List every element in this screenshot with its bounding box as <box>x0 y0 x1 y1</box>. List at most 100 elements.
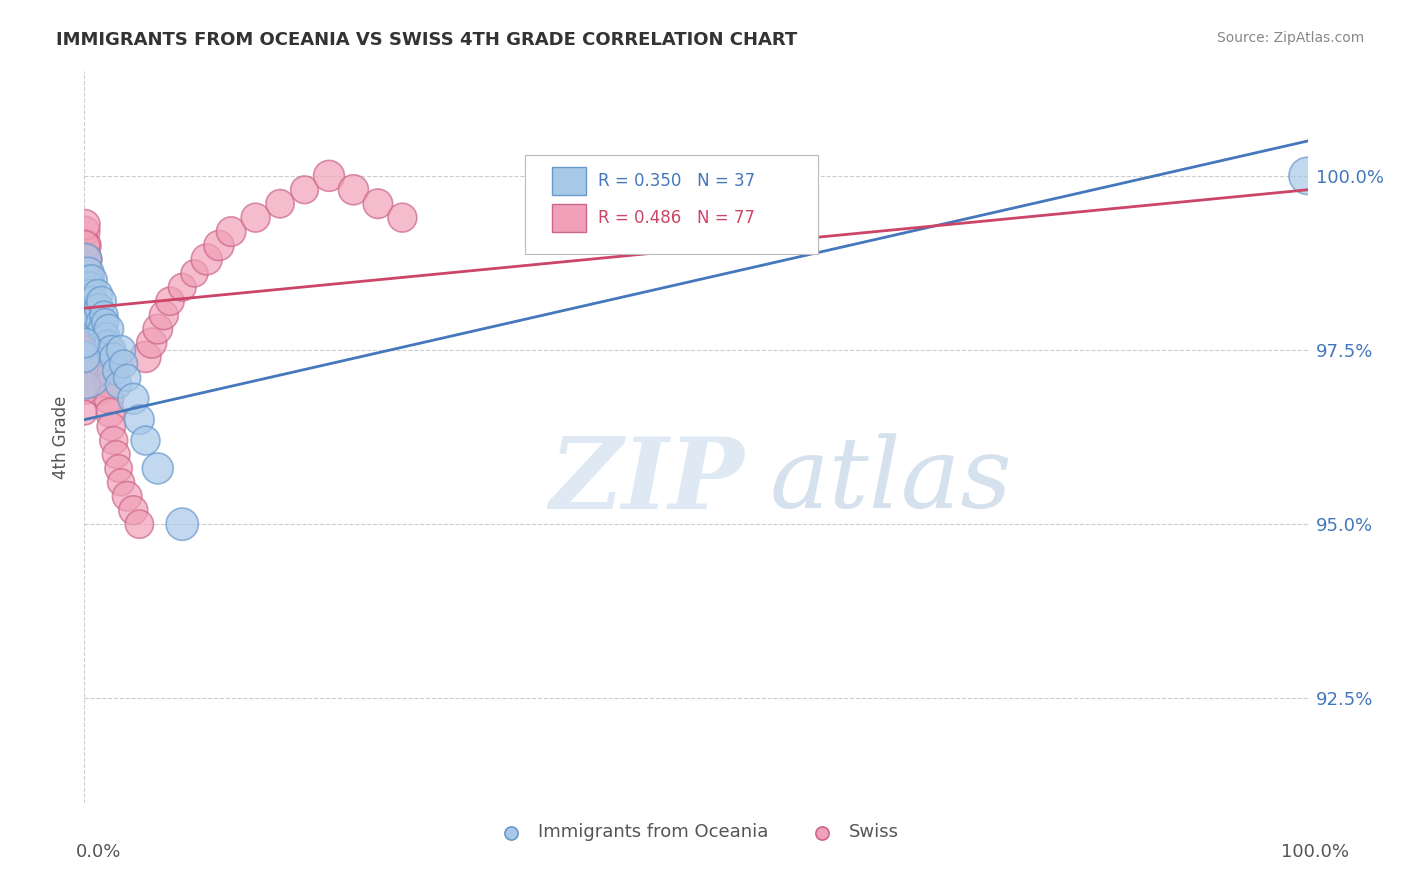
Point <box>73 301 96 316</box>
Point <box>96 371 118 385</box>
Point <box>77 329 100 343</box>
Point <box>153 308 176 322</box>
Point <box>73 273 96 287</box>
Point <box>318 169 340 183</box>
Point <box>76 273 98 287</box>
Point <box>73 364 96 378</box>
Point <box>75 336 97 351</box>
Point <box>141 336 163 351</box>
Point <box>75 294 97 309</box>
Point <box>73 280 96 294</box>
Point <box>73 406 96 420</box>
Point <box>94 364 117 378</box>
Point <box>77 273 100 287</box>
Point <box>82 294 104 309</box>
Point <box>208 238 231 252</box>
Point <box>135 350 157 364</box>
Point <box>87 329 110 343</box>
Point <box>80 287 103 301</box>
Point <box>76 252 98 267</box>
Point <box>146 322 169 336</box>
Point <box>84 315 107 329</box>
Point <box>73 218 96 232</box>
Point <box>82 294 104 309</box>
Point <box>75 252 97 267</box>
Point <box>76 377 98 392</box>
Point <box>77 266 100 280</box>
Legend: Immigrants from Oceania, Swiss: Immigrants from Oceania, Swiss <box>485 816 907 848</box>
Point <box>97 336 120 351</box>
Point <box>79 287 101 301</box>
Point <box>122 503 145 517</box>
Point <box>97 322 120 336</box>
Point <box>73 260 96 274</box>
Point <box>82 350 104 364</box>
Point <box>86 315 108 329</box>
Point <box>747 169 769 183</box>
Text: R = 0.350   N = 37: R = 0.350 N = 37 <box>598 172 755 190</box>
Text: atlas: atlas <box>769 434 1012 529</box>
Point <box>75 294 97 309</box>
Point <box>1296 169 1319 183</box>
Point <box>100 343 122 357</box>
Point <box>94 315 117 329</box>
Text: 0.0%: 0.0% <box>76 843 121 861</box>
Point <box>83 301 105 316</box>
Point <box>86 308 108 322</box>
Point <box>83 357 105 371</box>
Point <box>75 315 97 329</box>
Point <box>103 350 125 364</box>
Point <box>80 273 103 287</box>
Point <box>128 517 150 532</box>
Point <box>96 329 118 343</box>
Point <box>107 461 129 475</box>
Point <box>115 371 138 385</box>
Point <box>73 238 96 252</box>
Point <box>90 343 112 357</box>
Point <box>135 434 157 448</box>
Text: 100.0%: 100.0% <box>1281 843 1348 861</box>
Point <box>87 377 110 392</box>
Bar <box>551 203 586 232</box>
Point <box>87 384 110 399</box>
Point <box>79 336 101 351</box>
Point <box>110 475 132 490</box>
Point <box>269 196 291 211</box>
Point <box>245 211 267 225</box>
Point <box>89 336 111 351</box>
Point <box>100 419 122 434</box>
Point <box>87 301 110 316</box>
Text: R = 0.486   N = 77: R = 0.486 N = 77 <box>598 209 755 227</box>
Point <box>294 183 316 197</box>
Point <box>76 308 98 322</box>
Point <box>112 357 135 371</box>
Point <box>115 489 138 503</box>
Point <box>97 377 120 392</box>
Bar <box>551 167 586 195</box>
Point <box>89 315 111 329</box>
Point <box>128 412 150 426</box>
Point <box>73 336 96 351</box>
FancyBboxPatch shape <box>524 155 818 254</box>
Point <box>122 392 145 406</box>
Point <box>77 322 100 336</box>
Point <box>73 225 96 239</box>
Point <box>342 183 364 197</box>
Point <box>105 364 128 378</box>
Point <box>172 517 194 532</box>
Point <box>391 211 413 225</box>
Point <box>93 357 115 371</box>
Point <box>84 364 107 378</box>
Point <box>86 371 108 385</box>
Point <box>73 350 96 364</box>
Point <box>105 448 128 462</box>
Point <box>73 322 96 336</box>
Point <box>87 322 110 336</box>
Point <box>172 280 194 294</box>
Point <box>84 308 107 322</box>
Point <box>90 294 112 309</box>
Point <box>83 301 105 316</box>
Point <box>75 273 97 287</box>
Point <box>146 461 169 475</box>
Point <box>219 225 242 239</box>
